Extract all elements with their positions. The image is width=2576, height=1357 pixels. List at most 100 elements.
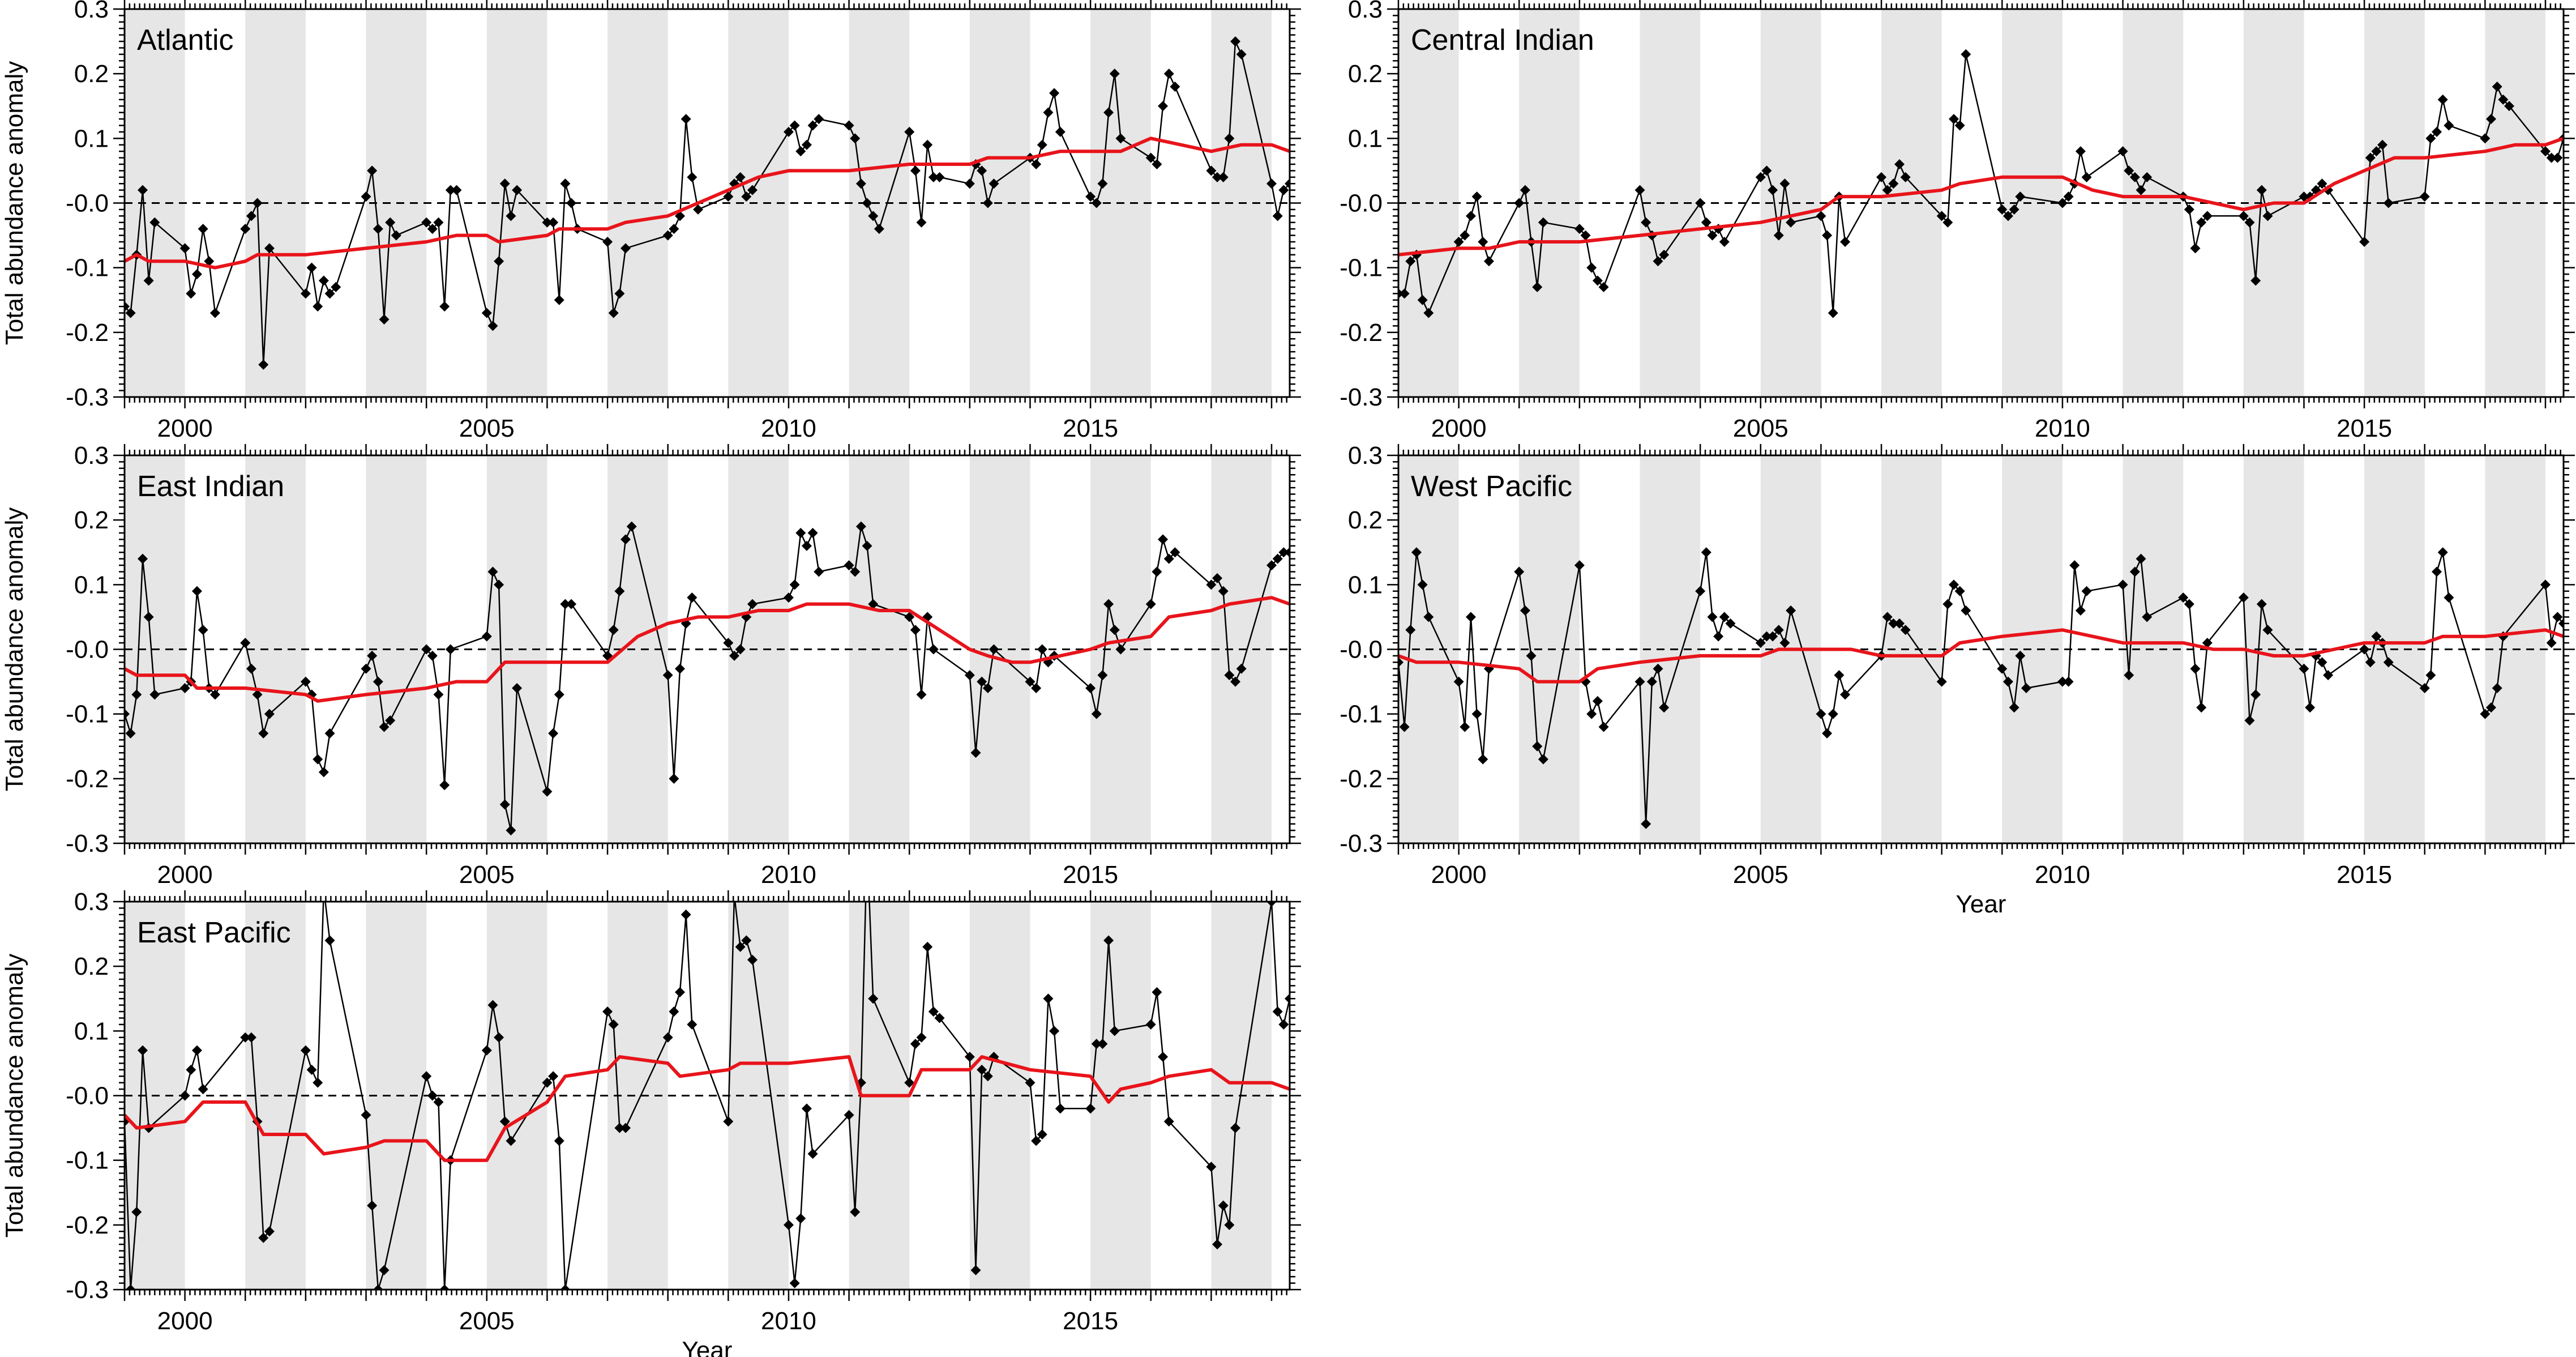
x-tick-label: 2015 [1063,1307,1118,1335]
panel-atlantic: -0.3 -0.2 -0.1 -0.0 0.1 0.2 0.3 2000 2005 2010 201… [1,0,1301,442]
data-point-marker [2371,146,2382,157]
data-point-marker [807,1149,818,1159]
data-point-marker [2492,683,2502,693]
data-point-marker [2190,663,2201,674]
data-point-marker [1115,644,1126,655]
data-point-marker [191,1045,202,1056]
data-point-marker [2063,676,2074,687]
data-point-marker [608,308,619,318]
data-point-marker [1888,178,1899,189]
x-tick-label: 2010 [761,861,816,889]
data-point-marker [669,1006,679,1017]
data-point-marker [1278,547,1289,558]
data-point-marker [313,1077,323,1088]
data-point-marker [608,1019,619,1030]
data-point-marker [814,566,824,577]
data-point-marker [614,586,625,596]
data-point-marker [687,1019,698,1030]
data-point-marker [1659,702,1670,713]
data-point-marker [2299,663,2309,674]
data-point-marker [324,288,335,299]
data-point-marker [735,172,746,182]
y-axis-title: Total abundance anomaly [1,61,28,345]
data-point-marker [566,599,577,609]
data-point-marker [198,625,208,635]
monthly-series [1398,547,2564,829]
data-point-marker [319,884,329,894]
data-point-marker [2069,560,2080,571]
data-point-marker [844,560,854,571]
data-point-marker [2142,172,2153,182]
data-point-marker [1514,566,1525,577]
data-point-marker [125,1285,136,1290]
data-point-marker [2015,191,2026,202]
data-point-marker [1768,185,1778,195]
data-point-marker [560,599,571,609]
data-point-marker [1145,599,1156,609]
data-point-marker [910,1039,921,1049]
data-point-marker [258,728,269,739]
data-point-marker [850,133,861,144]
data-point-marker [1936,211,1947,221]
data-point-marker [1170,82,1180,92]
data-point-marker [542,1077,553,1088]
x-tick-label: 2005 [459,1307,515,1335]
data-point-marker [1773,625,1784,635]
data-point-marker [1755,172,1766,182]
data-point-marker [1049,1026,1060,1036]
data-point-marker [1598,722,1609,732]
y-tick-label: -0.2 [66,319,109,347]
data-point-marker [1755,638,1766,648]
data-point-marker [1761,631,1772,642]
data-point-marker [801,139,812,150]
data-point-marker [554,295,564,305]
data-point-marker [789,579,800,590]
x-tick-label: 2005 [459,415,515,442]
data-point-marker [1936,676,1947,687]
data-point-marker [2365,657,2376,668]
data-point-marker [1152,987,1162,997]
data-point-marker [2129,172,2140,182]
data-point-marker [977,165,987,176]
data-point-marker [982,198,993,208]
data-point-marker [1236,663,1247,674]
y-tick-label: 0.2 [1348,506,1383,534]
data-point-marker [1695,198,1706,208]
data-point-marker [542,217,553,228]
data-point-marker [1942,599,1953,609]
data-point-marker [807,528,818,538]
data-point-marker [1272,553,1283,564]
data-point-marker [2124,165,2134,176]
data-point-marker [735,941,746,952]
data-point-marker [131,1207,142,1217]
data-point-marker [2136,553,2146,564]
trend-series [125,596,1290,703]
data-point-marker [2299,191,2309,202]
data-point-marker [1285,547,1290,558]
data-point-marker [2129,566,2140,577]
data-point-marker [191,269,202,280]
data-point-marker [379,1265,390,1275]
data-point-marker [2540,579,2551,590]
monthly-series-line [125,41,1290,365]
data-point-marker [1206,165,1217,176]
data-point-marker [1822,728,1833,739]
data-point-marker [125,301,130,312]
data-point-marker [1266,902,1277,907]
data-point-marker [1218,172,1229,182]
data-point-marker [2081,172,2092,182]
data-point-marker [1580,230,1591,241]
y-tick-label: -0.3 [66,383,109,411]
data-point-marker [1453,237,1464,247]
data-point-marker [506,211,516,221]
data-point-marker [1109,625,1120,635]
panel-title: Central Indian [1411,24,1594,57]
data-point-marker [367,1200,378,1211]
panel-west-pacific: -0.3 -0.2 -0.1 -0.0 0.1 0.2 0.3 2000 2005 2010 201… [1340,442,2575,918]
data-point-marker [252,689,263,700]
data-point-marker [125,308,136,318]
data-point-marker [844,120,854,131]
data-point-marker [1646,676,1657,687]
data-point-marker [1592,275,1603,286]
